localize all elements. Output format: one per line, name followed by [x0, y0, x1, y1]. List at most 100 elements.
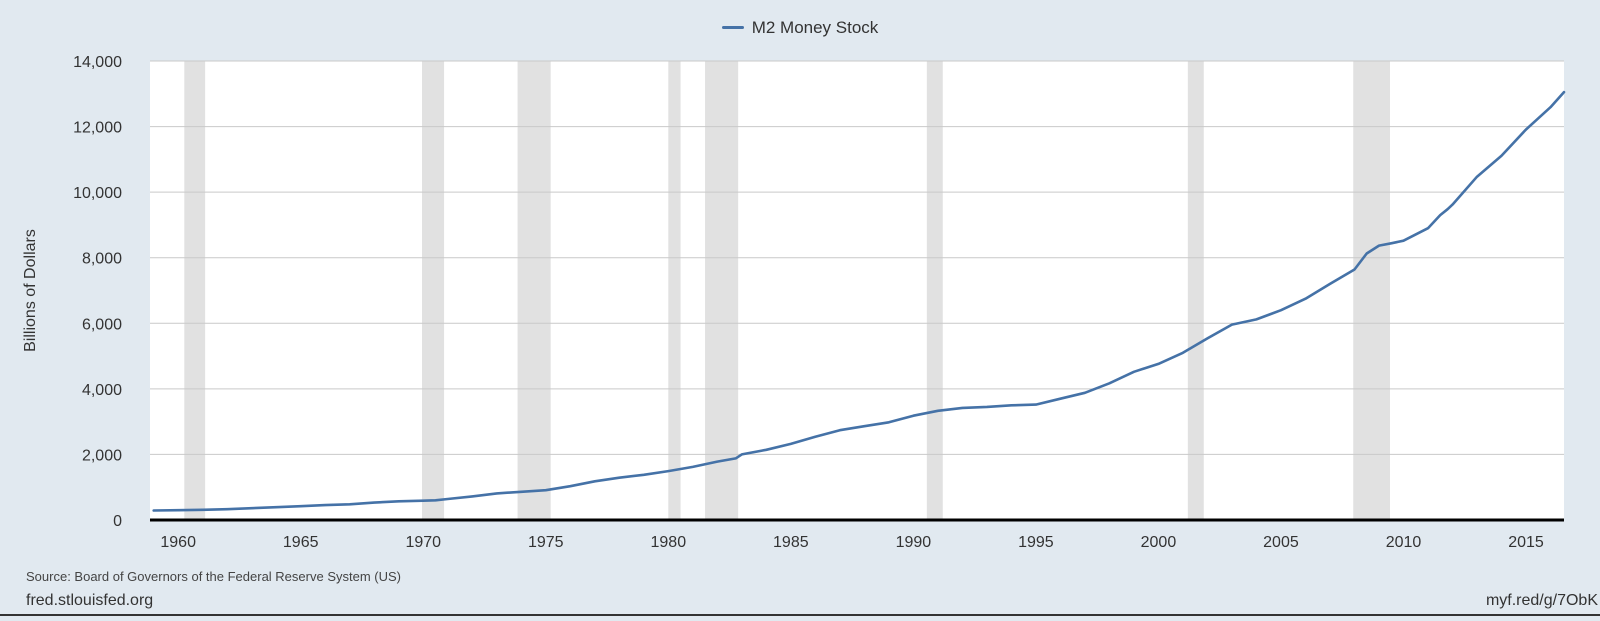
x-tick-label-1960: 1960: [160, 534, 196, 551]
data-point-1-16: [520, 491, 523, 493]
data-point-1-47: [1255, 318, 1258, 321]
y-tick-labels: 0 2,000 4,000 6,000 8,000 10,000 12,000 14,000: [73, 54, 122, 530]
y-axis-label: Billions of Dollars: [22, 229, 39, 352]
data-point-1-8: [348, 503, 351, 506]
data-point-1-61: [1500, 154, 1503, 157]
x-tick-label-1980: 1980: [651, 534, 687, 551]
x-tick-label-1970: 1970: [405, 534, 441, 551]
data-point-1-29: [814, 435, 817, 438]
data-point-1-46: [1231, 323, 1233, 326]
x-tick-label-2010: 2010: [1386, 534, 1422, 551]
y-tick-label-0: 0: [113, 513, 122, 530]
series-layer: [152, 90, 1566, 512]
data-point-1-12: [434, 499, 437, 502]
data-point-1-52: [1365, 252, 1368, 255]
data-point-1-35: [961, 407, 964, 409]
recession-band-1: [184, 61, 206, 520]
legend-label: M2 Money Stock: [751, 17, 879, 37]
data-point-1-0: [152, 509, 155, 512]
data-point-1-21: [642, 473, 645, 476]
x-tick-labels: 1960 1965 1970 1975 1980 1985 1990 1995 2000 2005…: [160, 534, 1544, 551]
data-point-1-43: [1157, 363, 1160, 365]
x-tick-label-2005: 2005: [1263, 534, 1299, 551]
data-point-1-5: [275, 506, 278, 509]
data-point-1-15: [495, 492, 498, 495]
data-point-1-49: [1304, 297, 1307, 300]
data-point-1-51: [1353, 268, 1356, 271]
x-tick-label-1985: 1985: [773, 534, 809, 551]
data-point-1-48: [1280, 309, 1282, 311]
data-point-1-54: [1390, 242, 1393, 245]
recession-shading: [184, 61, 1391, 520]
x-tick-label-1975: 1975: [528, 534, 564, 551]
legend: M2 Money Stock: [0, 14, 1600, 38]
data-point-1-57: [1439, 214, 1442, 216]
grid-lines: [150, 60, 1564, 455]
x-tick-label-2015: 2015: [1508, 534, 1544, 551]
data-point-1-28: [790, 443, 792, 445]
x-tick-label-2000: 2000: [1141, 534, 1177, 551]
data-point-1-30: [839, 429, 841, 431]
data-point-1-55: [1402, 239, 1405, 242]
data-point-1-60: [1476, 175, 1478, 178]
recession-band-2: [422, 61, 445, 520]
data-point-1-41: [1108, 382, 1111, 385]
data-point-1-53: [1378, 244, 1380, 247]
data-point-1-36: [986, 406, 988, 408]
recession-band-6: [926, 61, 943, 520]
data-point-1-24: [716, 460, 719, 463]
short-link[interactable]: myf.red/g/7ObK: [1485, 592, 1598, 609]
plot-background: [150, 61, 1564, 520]
data-point-1-26: [741, 453, 743, 456]
data-point-1-7: [324, 504, 327, 506]
data-point-1-39: [1059, 397, 1062, 400]
y-tick-label-2: 4,000: [82, 382, 122, 399]
recession-band-7: [1187, 61, 1204, 520]
data-point-1-56: [1427, 227, 1429, 230]
data-point-1-58: [1446, 208, 1449, 210]
y-tick-label-5: 10,000: [73, 185, 122, 202]
x-tick-label-1995: 1995: [1018, 534, 1054, 551]
data-point-1-13: [446, 498, 449, 500]
data-point-1-17: [544, 489, 547, 491]
y-tick-label-6: 12,000: [73, 120, 122, 137]
data-point-1-11: [422, 499, 425, 502]
data-point-1-64: [1563, 91, 1565, 93]
y-tick-label-7: 14,000: [73, 54, 122, 71]
data-point-1-14: [471, 495, 474, 498]
data-point-1-22: [667, 470, 670, 472]
source-note: Source: Board of Governors of the Federa…: [26, 569, 401, 584]
y-tick-label-4: 8,000: [82, 251, 122, 268]
data-point-1-63: [1549, 106, 1552, 109]
data-point-1-45: [1206, 337, 1209, 340]
recession-band-5: [705, 61, 739, 520]
data-point-1-42: [1133, 371, 1135, 373]
data-point-1-10: [397, 500, 400, 503]
site-link[interactable]: fred.stlouisfed.org: [26, 592, 154, 609]
data-point-1-44: [1182, 351, 1184, 354]
data-point-1-9: [373, 501, 376, 504]
data-point-1-32: [888, 421, 890, 424]
data-point-1-25: [734, 457, 737, 460]
data-point-1-38: [1035, 403, 1037, 406]
recession-band-8: [1353, 61, 1391, 520]
recession-band-3: [517, 61, 551, 520]
data-point-1-34: [937, 410, 939, 412]
y-tick-label-1: 2,000: [82, 447, 122, 464]
data-point-1-19: [593, 480, 596, 483]
data-point-1-18: [569, 485, 572, 488]
data-point-1-33: [912, 414, 915, 417]
data-point-1-50: [1329, 283, 1331, 285]
data-point-1-4: [250, 507, 253, 509]
data-point-1-6: [299, 505, 302, 508]
legend-item[interactable]: M2 Money Stock: [721, 17, 879, 38]
data-point-1-59: [1451, 203, 1454, 206]
data-point-1-23: [692, 466, 694, 468]
bottom-rule: [0, 614, 1600, 616]
data-point-1-37: [1010, 404, 1013, 407]
y-tick-label-3: 6,000: [82, 316, 122, 333]
x-tick-label-1965: 1965: [283, 534, 319, 551]
data-point-1-27: [765, 449, 768, 451]
